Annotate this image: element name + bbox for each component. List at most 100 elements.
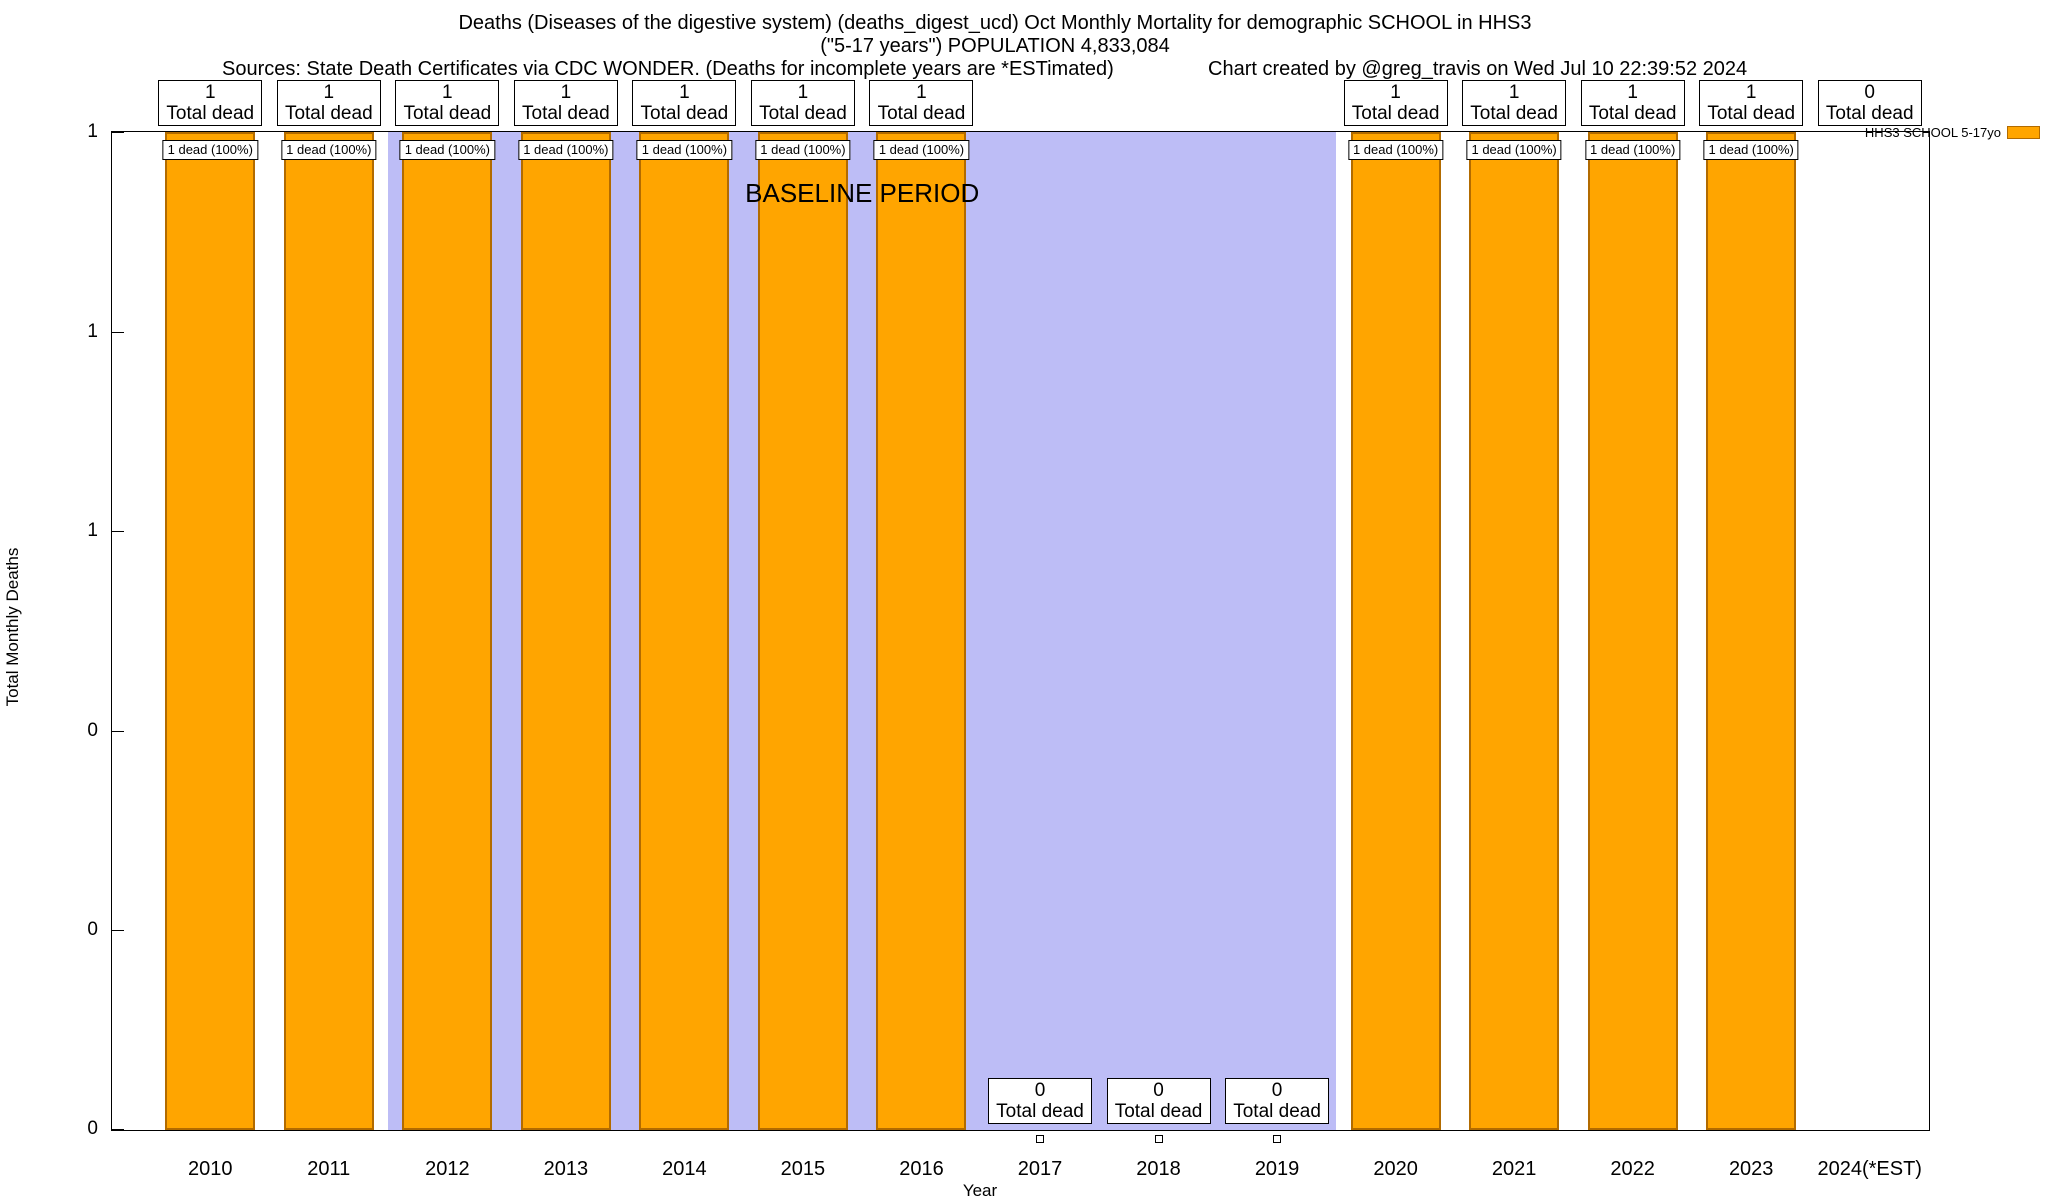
- total-text: Total dead: [166, 103, 255, 124]
- total-value: 0: [1153, 1080, 1164, 1101]
- x-tick-label-2017: 2017: [1017, 1158, 1063, 1180]
- total-value: 0: [1271, 1080, 1283, 1101]
- y-tick-mark: [112, 930, 124, 932]
- x-tick-label-2024(*EST): 2024(*EST): [1817, 1158, 1922, 1180]
- inbar-label-2015: 1 dead (100%): [755, 140, 851, 160]
- inbar-label-2010: 1 dead (100%): [162, 140, 258, 160]
- total-label-2018: 0 Total dead: [1106, 1078, 1211, 1124]
- y-tick-label: 1: [87, 320, 98, 342]
- y-tick-mark: [112, 730, 124, 732]
- total-text: Total dead: [1114, 1101, 1203, 1122]
- y-tick-label: 0: [87, 919, 98, 941]
- x-tick-label-2019: 2019: [1254, 1158, 1300, 1180]
- inbar-label-2013: 1 dead (100%): [518, 140, 614, 160]
- sources-note: Sources: State Death Certificates via CD…: [222, 58, 1114, 80]
- total-label-2016: 1 Total dead: [869, 80, 974, 126]
- total-text: Total dead: [996, 1101, 1084, 1122]
- inbar-label-2022: 1 dead (100%): [1585, 140, 1681, 160]
- inbar-label-2012: 1 dead (100%): [399, 140, 495, 160]
- total-value: 1: [204, 82, 216, 103]
- inbar-label-2011: 1 dead (100%): [281, 140, 377, 160]
- x-tick-label-2012: 2012: [425, 1158, 470, 1180]
- plot-area: BASELINE PERIOD 1 dead (100%) 1 dead (100…: [111, 131, 1930, 1131]
- legend-swatch-icon: [2007, 126, 2040, 139]
- total-label-2011: 1 Total dead: [276, 80, 381, 126]
- total-label-2015: 1 Total dead: [750, 80, 855, 126]
- bar-2012: [402, 132, 493, 1130]
- total-text: Total dead: [1233, 1101, 1321, 1122]
- total-value: 1: [1627, 82, 1638, 103]
- bar-2021: [1469, 132, 1560, 1130]
- total-text: Total dead: [877, 103, 966, 124]
- inbar-label-2021: 1 dead (100%): [1466, 140, 1562, 160]
- total-label-2013: 1 Total dead: [513, 80, 618, 126]
- total-text: Total dead: [403, 103, 492, 124]
- baseline-period-label: BASELINE PERIOD: [745, 178, 980, 208]
- total-label-2024(*EST): 0 Total dead: [1817, 80, 1922, 126]
- bar-2013: [520, 132, 611, 1130]
- total-label-2014: 1 Total dead: [632, 80, 737, 126]
- inbar-label-2016: 1 dead (100%): [873, 140, 970, 160]
- legend-label: HHS3 SCHOOL 5-17yo: [1864, 125, 2001, 140]
- total-label-2022: 1 Total dead: [1580, 80, 1685, 126]
- y-tick-label: 0: [87, 719, 98, 741]
- total-value: 1: [1508, 82, 1520, 103]
- total-text: Total dead: [640, 103, 729, 124]
- inbar-label-2023: 1 dead (100%): [1703, 140, 1799, 160]
- total-label-2020: 1 Total dead: [1343, 80, 1448, 126]
- total-label-2019: 0 Total dead: [1225, 1078, 1330, 1124]
- total-text: Total dead: [522, 103, 610, 124]
- total-label-2010: 1 Total dead: [158, 80, 263, 126]
- credit-note: Chart created by @greg_travis on Wed Jul…: [1208, 58, 1748, 80]
- inbar-label-2014: 1 dead (100%): [636, 140, 733, 160]
- x-tick-label-2023: 2023: [1728, 1158, 1774, 1180]
- total-value: 1: [560, 82, 572, 103]
- y-tick-mark: [112, 331, 124, 333]
- bar-2020: [1350, 132, 1441, 1130]
- total-label-2021: 1 Total dead: [1462, 80, 1567, 126]
- total-value: 1: [442, 82, 453, 103]
- zero-marker-2017: [1036, 1135, 1044, 1143]
- x-tick-label-2011: 2011: [307, 1158, 351, 1180]
- total-value: 1: [1390, 82, 1401, 103]
- total-value: 1: [679, 82, 690, 103]
- x-tick-label-2010: 2010: [188, 1158, 233, 1180]
- bar-2010: [165, 132, 256, 1130]
- total-value: 1: [797, 82, 809, 103]
- y-tick-label: 0: [87, 1118, 98, 1139]
- y-tick-mark: [112, 132, 124, 133]
- y-tick-mark: [112, 531, 124, 533]
- y-tick-mark: [112, 1129, 124, 1130]
- total-label-2023: 1 Total dead: [1699, 80, 1804, 126]
- x-tick-label-2022: 2022: [1610, 1158, 1655, 1180]
- bar-2022: [1587, 132, 1678, 1130]
- x-tick-label-2021: 2021: [1491, 1158, 1537, 1180]
- x-tick-label-2013: 2013: [543, 1158, 589, 1180]
- total-text: Total dead: [1588, 103, 1677, 124]
- bar-2014: [639, 132, 730, 1130]
- y-axis-title: Total Monthly Deaths: [3, 547, 22, 707]
- y-tick-label: 1: [87, 520, 98, 542]
- total-value: 1: [1745, 82, 1757, 103]
- bar-2011: [283, 132, 374, 1130]
- total-value: 1: [916, 82, 927, 103]
- total-label-2017: 0 Total dead: [988, 1078, 1092, 1124]
- total-text: Total dead: [1351, 103, 1440, 124]
- chart-title: Deaths (Diseases of the digestive system…: [458, 12, 1532, 34]
- x-tick-label-2018: 2018: [1136, 1158, 1181, 1180]
- x-tick-label-2020: 2020: [1373, 1158, 1418, 1180]
- chart-subtitle: ("5-17 years") POPULATION 4,833,084: [820, 35, 1170, 57]
- total-text: Total dead: [1825, 103, 1914, 124]
- total-text: Total dead: [1470, 103, 1558, 124]
- x-tick-label-2015: 2015: [780, 1158, 826, 1180]
- x-tick-label-2016: 2016: [899, 1158, 944, 1180]
- x-tick-label-2014: 2014: [662, 1158, 707, 1180]
- total-value: 1: [323, 82, 335, 103]
- total-text: Total dead: [759, 103, 847, 124]
- x-axis-title: Year: [962, 1181, 998, 1200]
- total-value: 0: [1034, 1080, 1046, 1101]
- bar-2023: [1706, 132, 1797, 1130]
- total-label-2012: 1 Total dead: [395, 80, 500, 126]
- bar-2016: [876, 132, 967, 1130]
- total-value: 0: [1864, 82, 1875, 103]
